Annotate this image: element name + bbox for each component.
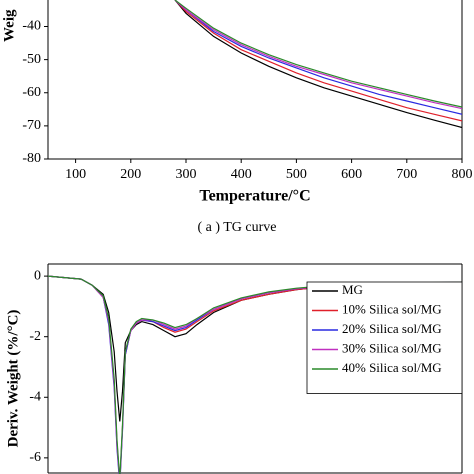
legend-label: 10% Silica sol/MG — [342, 301, 442, 316]
x-tick-label: 300 — [176, 167, 197, 182]
x-tick-label: 600 — [341, 167, 362, 182]
series-line — [48, 275, 462, 474]
series-line — [174, 0, 462, 129]
y-tick-label: 0 — [34, 268, 41, 283]
caption: ( a ) TG curve — [197, 220, 276, 235]
plot-lines — [48, 275, 462, 474]
y-axis-label: Deriv. Weight (%/°C) — [5, 310, 21, 448]
legend-label: MG — [342, 282, 363, 297]
x-tick-label: 800 — [452, 167, 473, 182]
x-tick-label: 100 — [65, 167, 86, 182]
x-tick-label: 400 — [231, 167, 252, 182]
legend-label: 20% Silica sol/MG — [342, 321, 442, 336]
y-tick-label: -4 — [29, 389, 41, 404]
y-tick-label: -40 — [22, 19, 41, 34]
x-tick-label: 200 — [120, 167, 141, 182]
y-tick-label: -2 — [29, 329, 41, 344]
y-tick-label: -6 — [29, 450, 41, 465]
series-line — [174, 0, 462, 122]
series-line — [174, 0, 462, 115]
legend-label: 30% Silica sol/MG — [342, 340, 442, 355]
y-tick-label: -80 — [22, 151, 41, 166]
y-axis-label: Weig — [1, 9, 17, 42]
series-line — [174, 0, 462, 108]
y-tick-label: -50 — [22, 52, 41, 67]
y-tick-label: -70 — [22, 118, 41, 133]
series-line — [174, 0, 462, 110]
x-axis-label: Temperature/°C — [199, 188, 310, 205]
legend-box — [306, 281, 463, 394]
x-tick-label: 700 — [396, 167, 417, 182]
x-tick-label: 500 — [286, 167, 307, 182]
legend-label: 40% Silica sol/MG — [342, 360, 442, 375]
plot-lines — [174, 0, 462, 129]
y-tick-label: -60 — [22, 85, 41, 100]
